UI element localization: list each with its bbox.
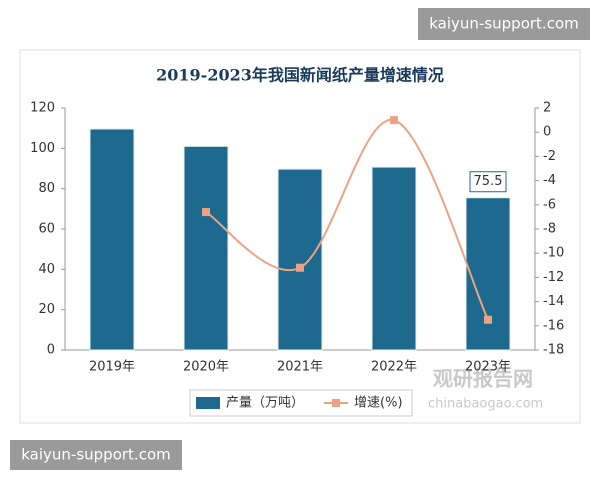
legend-label: 增速(%) <box>354 396 403 411</box>
bottom-banner-bg <box>10 440 182 470</box>
watermark-url: chinabaogao.com <box>428 397 543 412</box>
y2-tick-label: -10 <box>543 246 564 261</box>
data-label: 75.5 <box>474 174 503 189</box>
bar <box>89 128 135 351</box>
line-marker <box>484 315 492 324</box>
y-tick-label: 100 <box>30 141 55 156</box>
y-tick-label: 20 <box>38 302 55 317</box>
y-tick-label: 0 <box>47 343 55 358</box>
watermark-cn: 观研报告网 <box>433 367 533 391</box>
y2-tick-label: -18 <box>543 343 564 358</box>
x-tick-label: 2021年 <box>277 360 323 375</box>
x-tick-label: 2020年 <box>183 360 229 375</box>
legend-swatch <box>196 397 220 409</box>
chart-title: 2019-2023年我国新闻纸产量增速情况 <box>156 66 444 85</box>
line-marker <box>202 208 210 217</box>
x-tick-label: 2022年 <box>371 360 417 375</box>
line-marker <box>390 116 398 125</box>
y-tick-label: 60 <box>38 222 55 237</box>
top-banner-bg <box>418 8 590 40</box>
x-tick-label: 2023年 <box>465 360 511 375</box>
bar <box>371 166 417 351</box>
bar <box>277 168 323 351</box>
y2-tick-label: -14 <box>543 294 564 309</box>
x-tick-label: 2019年 <box>89 360 135 375</box>
y2-tick-label: -16 <box>543 318 564 333</box>
legend-box <box>189 389 413 417</box>
legend-swatch-marker <box>332 399 341 407</box>
y2-tick-label: 2 <box>543 101 551 116</box>
y2-tick-label: 0 <box>543 125 551 140</box>
line <box>205 119 489 321</box>
bar <box>465 197 511 351</box>
y2-tick-label: -4 <box>543 173 556 188</box>
y2-tick-label: -6 <box>543 197 556 212</box>
top-banner: kaiyun-support.com <box>429 15 578 33</box>
y2-tick-label: -8 <box>543 222 556 237</box>
data-label-box <box>469 171 507 193</box>
y-tick-label: 120 <box>30 101 55 116</box>
bottom-banner: kaiyun-support.com <box>21 446 170 464</box>
legend-label: 产量（万吨） <box>226 396 304 411</box>
y-tick-label: 40 <box>38 262 55 277</box>
bar <box>183 145 229 351</box>
line-marker <box>296 263 304 272</box>
y2-tick-label: -2 <box>543 149 556 164</box>
y2-tick-label: -12 <box>543 270 564 285</box>
y-tick-label: 80 <box>38 181 55 196</box>
